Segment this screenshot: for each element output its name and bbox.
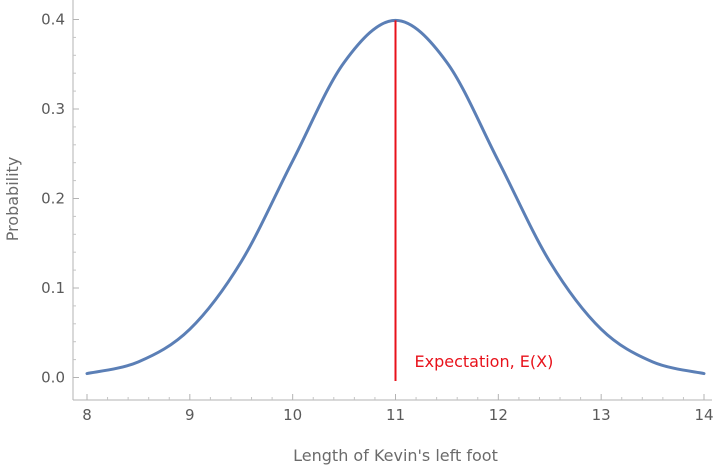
y-tick-label: 0.0 [41,369,65,387]
x-tick-label: 10 [283,406,302,424]
y-tick-label: 0.1 [41,279,65,297]
x-tick-label: 11 [386,406,405,424]
axes: 8 9 10 11 12 13 14 0.0 0.1 0.2 0.3 0.4 [41,0,714,424]
x-tick-label: 14 [694,406,713,424]
y-axis-title: Probability [3,157,22,242]
x-tick-label: 12 [489,406,508,424]
expectation-annotation: Expectation, E(X) [415,352,554,371]
x-axis-title: Length of Kevin's left foot [293,446,498,465]
x-tick-label: 8 [82,406,92,424]
x-tick-label: 13 [592,406,611,424]
y-tick-label: 0.2 [41,190,65,208]
x-tick-label: 9 [185,406,195,424]
y-tick-label: 0.3 [41,100,65,118]
y-tick-label: 0.4 [41,11,65,29]
